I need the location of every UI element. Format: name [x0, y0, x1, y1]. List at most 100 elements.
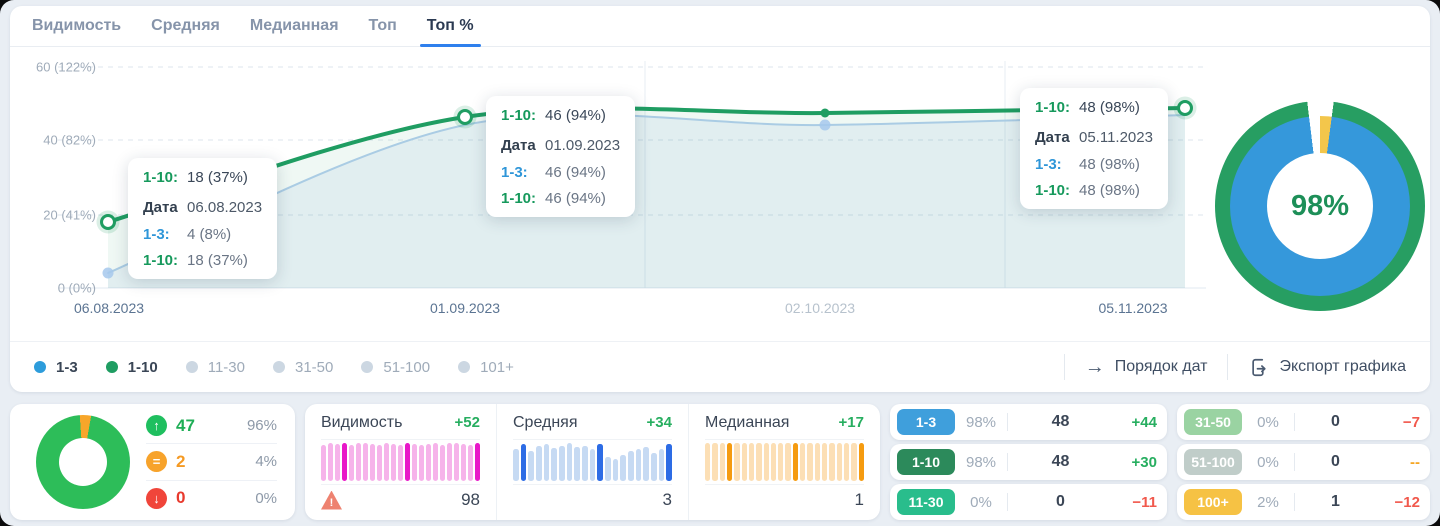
x-axis-label: 06.08.2023: [73, 300, 145, 316]
bar: [377, 444, 382, 481]
tooltip-series-label: 1-3:: [1035, 156, 1062, 173]
bar: [356, 443, 361, 481]
bar: [447, 443, 452, 481]
divider: [1294, 413, 1295, 431]
bar: [807, 443, 813, 481]
position-range-row[interactable]: 100+ 2% 1 −12: [1177, 484, 1430, 520]
legend-item-11-30[interactable]: 11-30: [185, 358, 245, 376]
metric-median: Медианная +17 1: [688, 404, 880, 520]
bar: [843, 443, 850, 481]
legend-item-label: 11-30: [207, 358, 245, 376]
range-percent: 98%: [965, 413, 997, 431]
divider: [1294, 453, 1295, 471]
bar: [536, 445, 542, 481]
tooltip-series-label: 1-10:: [501, 190, 537, 207]
range-percent: 2%: [1257, 493, 1279, 511]
tooltip-series-label: 1-3:: [501, 164, 528, 181]
stat-value: 47: [176, 415, 195, 435]
summary-donut-chart: [36, 415, 130, 509]
bar: [391, 443, 396, 481]
positions-chart: 1-10: 18 (37%) Дата 06.08.2023 1-3: 4 (8%) …: [10, 47, 1430, 342]
legend-item-label: 1-3: [56, 358, 78, 376]
tab-visibility[interactable]: Видимость: [32, 17, 122, 34]
divider: [1007, 493, 1008, 511]
tab-average[interactable]: Средняя: [151, 17, 220, 34]
tooltip-series-value: 46 (94%): [545, 164, 606, 181]
bar: [620, 455, 627, 481]
summary-stat-row: ↑ 47 96%: [146, 408, 277, 445]
range-percent: 0%: [970, 493, 992, 511]
bar: [433, 443, 438, 481]
range-count: 0: [1331, 453, 1340, 470]
summary-stat-row: = 2 4%: [146, 444, 277, 481]
metric-visibility: Видимость +52 98: [305, 404, 496, 520]
y-axis-label: 40 (82%): [43, 132, 96, 148]
bar: [363, 443, 368, 481]
bar: [851, 443, 857, 481]
divider: [1294, 493, 1295, 511]
legend-item-1-10[interactable]: 1-10: [105, 359, 158, 376]
bar: [398, 444, 403, 481]
range-count: 48: [1051, 453, 1070, 470]
metric-bar-chart: [513, 439, 673, 485]
metric-delta: +34: [646, 414, 672, 431]
position-range-row[interactable]: 1-10 98% 48 +30: [890, 444, 1167, 480]
tooltip-series-value: 48 (98%): [1079, 99, 1140, 116]
legend-item-31-50[interactable]: 31-50: [272, 359, 333, 376]
range-percent: 0%: [1257, 413, 1279, 431]
position-range-row[interactable]: 51-100 0% 0 --: [1177, 444, 1430, 480]
legend-dot-icon: [105, 361, 118, 373]
bar: [666, 443, 673, 481]
flat-circle-icon: =: [146, 451, 167, 473]
export-chart-button[interactable]: Экспорт графика: [1248, 357, 1406, 378]
donut-center-value: 98%: [1267, 153, 1373, 259]
bar: [349, 444, 354, 481]
range-delta: −12: [1394, 493, 1420, 511]
range-percent: 0%: [1257, 453, 1279, 471]
right-arrow-icon: →: [1084, 356, 1105, 378]
bar: [513, 449, 519, 481]
tooltip-series-value: 18 (37%): [187, 169, 248, 186]
bar: [705, 443, 711, 481]
tab-top[interactable]: Топ: [368, 17, 397, 34]
date-order-button[interactable]: → Порядок дат: [1085, 357, 1208, 377]
position-range-row[interactable]: 31-50 0% 0 −7: [1177, 404, 1430, 440]
metric-delta: +17: [838, 414, 864, 431]
bar: [384, 443, 389, 481]
tooltip-series-value: 4 (8%): [187, 226, 232, 243]
bar: [335, 444, 340, 481]
bar: [440, 444, 445, 481]
chart-plot: [58, 61, 1206, 289]
range-badge: 1-10: [897, 449, 955, 475]
tab-top-percent[interactable]: Топ %: [419, 6, 481, 47]
range-delta: +44: [1131, 413, 1157, 431]
tab-median[interactable]: Медианная: [249, 17, 339, 34]
stat-percent: 96%: [246, 417, 277, 435]
range-percent: 98%: [965, 453, 997, 471]
legend-item-101plus[interactable]: 101+: [458, 359, 514, 376]
legend-item-51-100[interactable]: 51-100: [361, 359, 430, 376]
range-delta: −7: [1402, 413, 1420, 431]
tooltip-series-value: 48 (98%): [1079, 182, 1140, 199]
range-count: 0: [1331, 413, 1340, 430]
bar: [628, 451, 634, 481]
tooltip-date-label: Дата: [501, 137, 536, 154]
bar: [321, 444, 326, 481]
tooltip-date: Дата 06.08.2023: [143, 199, 262, 216]
range-delta: --: [1410, 453, 1420, 471]
tooltip-date-label: Дата: [143, 199, 178, 216]
tooltip-series-label: 1-10:: [143, 169, 179, 186]
position-range-row[interactable]: 1-3 98% 48 +44: [890, 404, 1167, 440]
bar: [651, 452, 657, 481]
legend-item-1-3[interactable]: 1-3: [34, 359, 78, 376]
range-badge: 51-100: [1184, 449, 1242, 475]
bar: [635, 449, 642, 481]
metric-value: 98: [461, 490, 480, 509]
tooltip-series-value: 18 (37%): [187, 252, 248, 269]
position-range-row[interactable]: 11-30 0% 0 −11: [890, 484, 1167, 520]
bar: [454, 443, 459, 481]
bar: [405, 443, 410, 481]
bar: [551, 447, 558, 481]
tooltip-series-label: 1-10:: [143, 252, 179, 269]
